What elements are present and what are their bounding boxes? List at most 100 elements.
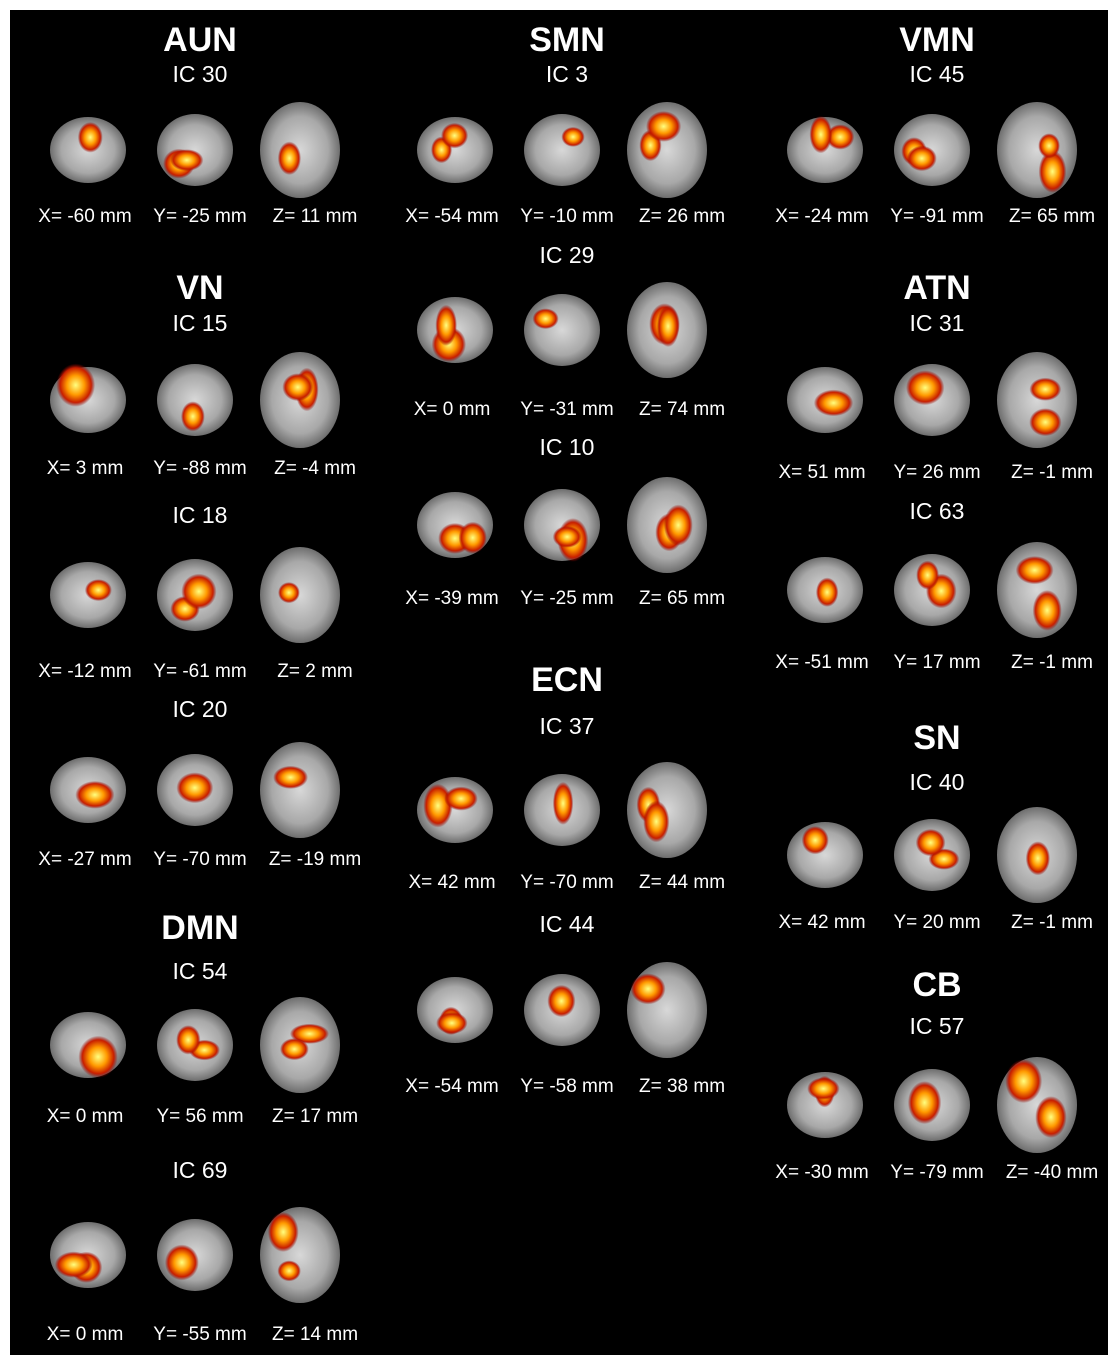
activation: [553, 782, 573, 825]
activation: [273, 766, 308, 789]
activation: [56, 364, 95, 407]
coordinate: Y= -88 mm: [153, 458, 246, 479]
network-title: DMN: [161, 909, 238, 947]
coordinate: X= -30 mm: [775, 1162, 868, 1183]
activation: [278, 582, 300, 603]
activation: [181, 574, 216, 610]
component-label: IC 30: [173, 61, 228, 87]
activation: [78, 122, 103, 153]
component-label: IC 15: [173, 310, 228, 336]
component-label: IC 57: [910, 1013, 965, 1039]
coordinate: X= 3 mm: [47, 458, 124, 479]
activation: [85, 579, 112, 601]
activation: [1016, 556, 1054, 584]
coordinate: Y= -55 mm: [153, 1324, 246, 1345]
component-label: IC 29: [540, 242, 595, 268]
activation: [547, 985, 575, 1017]
network-title: SMN: [529, 21, 605, 59]
coordinate: Z= -19 mm: [269, 849, 361, 870]
coordinate: Z= -40 mm: [1006, 1162, 1098, 1183]
activation: [1005, 1059, 1042, 1103]
activation: [78, 1036, 117, 1078]
coordinate: Z= 14 mm: [272, 1324, 358, 1345]
coordinate: Y= -10 mm: [520, 206, 613, 227]
activation: [907, 146, 937, 172]
coordinate: Y= -61 mm: [153, 661, 246, 682]
coordinate: Z= 44 mm: [639, 872, 725, 893]
activation: [657, 305, 679, 347]
component-label: IC 63: [910, 498, 965, 524]
activation: [1035, 1096, 1066, 1138]
coordinate: Z= 2 mm: [277, 661, 352, 682]
activation: [802, 826, 829, 854]
coordinate: X= -27 mm: [38, 849, 131, 870]
activation: [75, 781, 114, 809]
coordinate: X= -12 mm: [38, 661, 131, 682]
coordinate: Y= -25 mm: [153, 206, 246, 227]
coordinate: Z= -1 mm: [1011, 912, 1093, 933]
activation: [268, 1212, 299, 1252]
coordinate: Y= 20 mm: [893, 912, 980, 933]
brain-slice: [524, 114, 600, 186]
coordinate: Y= -70 mm: [153, 849, 246, 870]
coordinate: Z= 74 mm: [639, 399, 725, 420]
activation: [561, 127, 584, 147]
activation: [55, 1252, 93, 1278]
coordinate: Y= -25 mm: [520, 588, 613, 609]
network-title: VN: [176, 269, 223, 307]
coordinate: Y= 26 mm: [893, 462, 980, 483]
activation: [916, 561, 939, 590]
activation: [176, 772, 213, 803]
coordinate: Y= -79 mm: [890, 1162, 983, 1183]
coordinate: X= -51 mm: [775, 652, 868, 673]
coordinate: X= -39 mm: [405, 588, 498, 609]
coordinate: Z= -1 mm: [1011, 652, 1093, 673]
coordinate: Y= -58 mm: [520, 1076, 613, 1097]
activation: [441, 123, 468, 149]
coordinate: Z= -1 mm: [1011, 462, 1093, 483]
activation: [280, 1038, 309, 1060]
network-title: ECN: [531, 661, 603, 699]
brain-slice: [260, 102, 340, 198]
component-label: IC 18: [173, 502, 228, 528]
coordinate: Z= 11 mm: [273, 206, 358, 227]
activation: [631, 973, 666, 1004]
coordinate: X= 42 mm: [778, 912, 865, 933]
activation: [181, 401, 205, 431]
activation: [278, 1260, 301, 1281]
activation: [1038, 133, 1060, 158]
activation: [436, 1012, 467, 1034]
network-title: CB: [912, 966, 961, 1004]
coordinate: Z= 65 mm: [1009, 206, 1095, 227]
activation: [170, 149, 203, 171]
coordinate: Z= 38 mm: [639, 1076, 725, 1097]
coordinate: X= -54 mm: [405, 206, 498, 227]
activation: [816, 578, 838, 607]
component-label: IC 45: [910, 61, 965, 87]
coordinate: Z= 26 mm: [639, 206, 725, 227]
coordinate: X= 0 mm: [414, 399, 491, 420]
activation: [165, 1245, 199, 1281]
coordinate: X= 0 mm: [47, 1324, 124, 1345]
component-label: IC 40: [910, 769, 965, 795]
activation: [176, 1025, 200, 1054]
component-label: IC 10: [540, 434, 595, 460]
activation: [664, 505, 693, 546]
coordinate: Z= -4 mm: [274, 458, 356, 479]
coordinate: X= 42 mm: [408, 872, 495, 893]
component-label: IC 37: [540, 713, 595, 739]
network-title: VMN: [899, 21, 975, 59]
coordinate: X= -60 mm: [38, 206, 131, 227]
component-label: IC 44: [540, 911, 595, 937]
component-label: IC 3: [546, 61, 588, 87]
network-title: ATN: [903, 269, 970, 307]
network-title: AUN: [163, 21, 237, 59]
brain-slice: [260, 547, 340, 643]
activation: [533, 308, 559, 329]
brain-slice: [524, 294, 600, 366]
activation: [1033, 590, 1062, 631]
coordinate: X= 51 mm: [778, 462, 865, 483]
activation: [1026, 841, 1050, 875]
coordinate: Y= -91 mm: [890, 206, 983, 227]
activation: [435, 305, 457, 346]
